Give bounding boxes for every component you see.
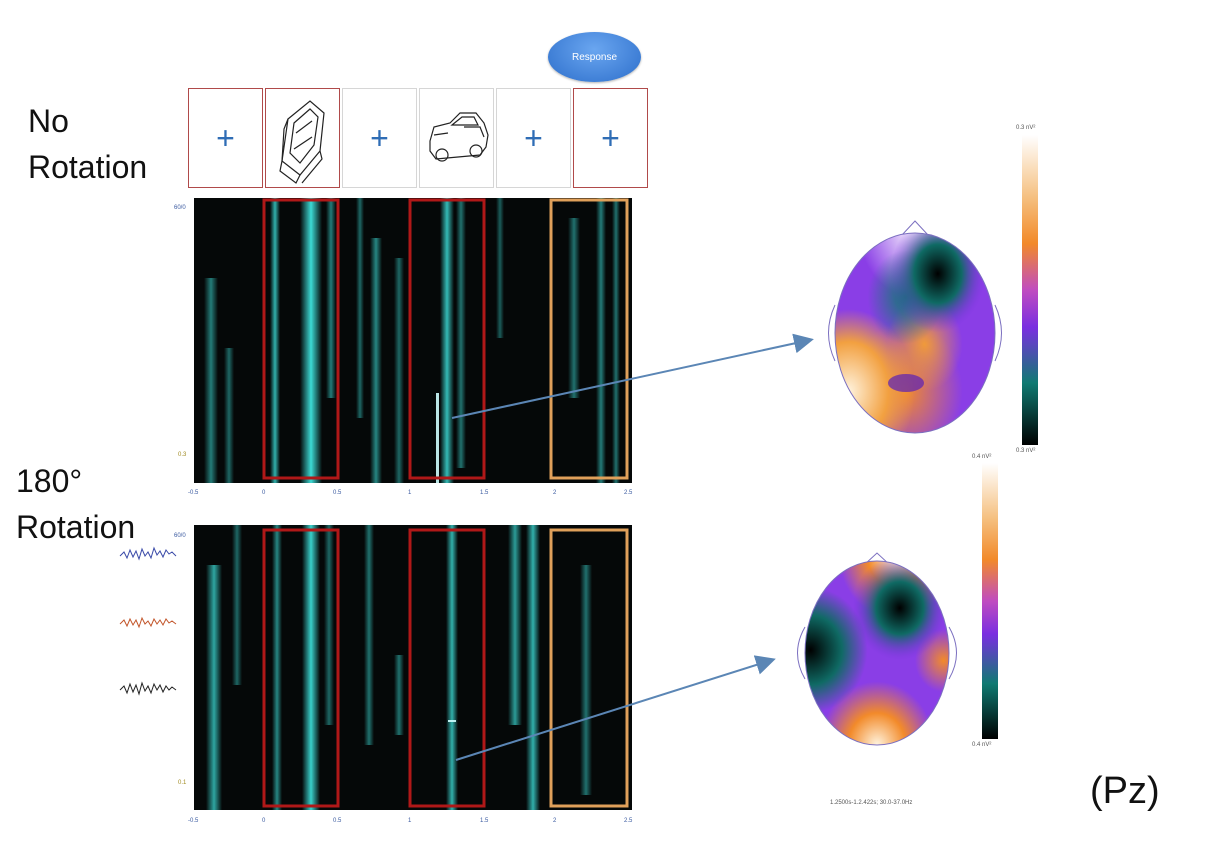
bottom-xtick: 1.5 [480,818,489,824]
colorbar-top-min: 0.3 nV² [1016,448,1036,454]
spectrogram-no-rotation [194,198,632,483]
colorbar-top-max: 0.3 nV² [1016,125,1036,131]
top-ytop-label: 60/0 [174,205,186,211]
spectrogram-180-rotation-plot [206,525,629,810]
top-xtick: 2.5 [624,490,633,496]
top-xtick: -0.5 [188,490,199,496]
top-xtick: 2 [553,490,557,496]
top-ybottom-label: 0.3 [178,452,187,458]
stimulus-fixation-1: + [188,88,263,188]
window-box-car1 [262,198,340,480]
time-frequency-footer: 1.2500s-1.2.422s; 30.0-37.0Hz [830,800,913,806]
colorbar-bottom-max: 0.4 nV² [972,454,992,460]
car-side-view-icon [429,112,489,162]
stimulus-car-2 [419,88,494,188]
eeg-waveform-thumbnails [119,546,177,696]
bottom-ybottom-label: 0.1 [178,780,187,786]
car-top-view-icon [279,100,325,184]
spectrogram-no-rotation-plot [204,198,629,483]
window-box-response [549,198,629,480]
rotation-180-label: 180° Rotation [16,458,135,550]
response-button[interactable]: Response [548,32,641,82]
channel-label: (Pz) [1090,770,1160,812]
window-box-car2 [408,528,486,808]
top-xtick: 0 [262,490,266,496]
top-xtick: 0.5 [333,490,342,496]
colorbar-top [1022,135,1038,445]
stimulus-fixation-3: + [496,88,571,188]
rotation-180-line1: 180° [16,463,83,499]
arrow-top [451,333,814,419]
no-rotation-label: No Rotation [28,98,147,190]
stimulus-car-1 [265,88,340,188]
window-box-car2 [408,198,486,480]
no-rotation-line1: No [28,103,69,139]
arrow-bottom [455,655,776,761]
no-rotation-line2: Rotation [28,149,148,185]
topomap-no-rotation [828,220,1002,434]
stimulus-fixation-4: + [573,88,648,188]
top-xtick: 1.5 [480,490,489,496]
stimulus-fixation-2: + [342,88,417,188]
top-streaks [204,198,620,483]
bottom-xtick: -0.5 [188,818,199,824]
bottom-streaks [206,525,592,810]
fixation-cross-icon: + [601,119,620,156]
fixation-cross-icon: + [370,119,389,156]
window-box-car1 [262,528,340,808]
window-box-response [549,528,629,808]
topomap-180-rotation [797,552,957,746]
rotation-180-line2: Rotation [16,509,136,545]
top-xtick: 1 [408,490,412,496]
bottom-ytop-label: 60/0 [174,533,186,539]
response-label: Response [571,51,618,63]
bottom-xtick: 0.5 [333,818,342,824]
fixation-cross-icon: + [216,119,235,156]
bottom-xtick: 2 [553,818,557,824]
spectrogram-180-rotation [194,525,632,810]
fixation-cross-icon: + [524,119,543,156]
bottom-xtick: 1 [408,818,412,824]
colorbar-bottom-min: 0.4 nV² [972,742,992,748]
bottom-xtick: 0 [262,818,266,824]
bottom-xtick: 2.5 [624,818,633,824]
colorbar-bottom [982,463,998,739]
